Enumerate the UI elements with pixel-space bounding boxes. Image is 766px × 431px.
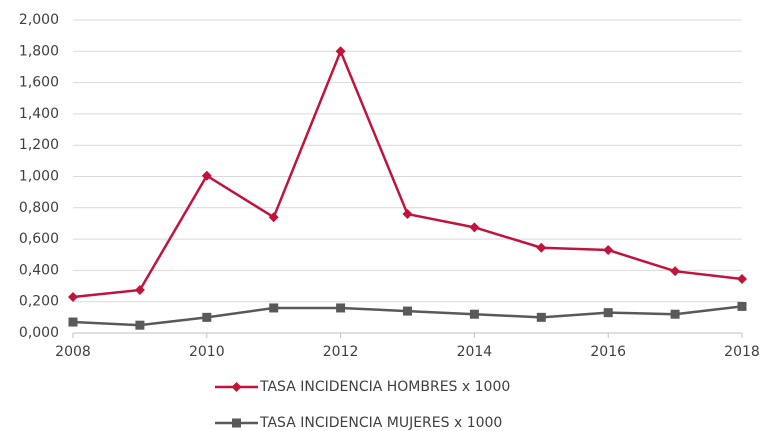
y-tick-label: 0,600: [19, 231, 59, 247]
y-tick-label: 0,400: [19, 262, 59, 278]
marker: [135, 320, 145, 330]
x-tick-label: 2010: [189, 344, 225, 360]
y-tick-label: 1,000: [19, 169, 59, 185]
y-tick-label: 2,000: [19, 12, 59, 28]
y-tick-label: 0,200: [19, 294, 59, 310]
legend-marker: [231, 382, 242, 392]
marker: [670, 309, 680, 319]
marker: [536, 312, 546, 322]
marker: [68, 317, 78, 327]
x-tick-label: 2014: [457, 344, 493, 360]
y-tick-label: 0,800: [19, 200, 59, 216]
y-tick-label: 1,400: [19, 106, 59, 122]
marker: [202, 312, 212, 322]
marker: [68, 292, 78, 303]
marker: [536, 242, 547, 253]
marker: [403, 306, 412, 316]
series-line: [72, 47, 743, 299]
legend-label: TASA INCIDENCIA MUJERES x 1000: [259, 415, 502, 431]
marker: [603, 308, 613, 318]
x-tick-label: 2016: [590, 344, 626, 360]
marker: [336, 303, 346, 313]
y-tick-label: 1,200: [19, 137, 59, 153]
marker: [670, 266, 681, 277]
x-tick-label: 2018: [724, 344, 760, 360]
marker: [469, 309, 479, 319]
x-tick-label: 2008: [55, 344, 91, 360]
marker: [268, 212, 279, 223]
marker: [335, 46, 346, 57]
y-tick-label: 1,600: [19, 75, 59, 91]
y-tick-label: 1,800: [19, 43, 59, 59]
x-tick-label: 2012: [323, 344, 359, 360]
marker: [603, 245, 614, 256]
marker: [737, 274, 747, 285]
legend-marker: [232, 418, 241, 428]
legend-label: TASA INCIDENCIA HOMBRES x 1000: [259, 379, 510, 395]
marker: [134, 284, 145, 295]
marker: [737, 301, 747, 311]
marker: [402, 209, 413, 220]
marker: [269, 303, 279, 313]
y-tick-label: 0,000: [19, 325, 59, 341]
marker: [469, 222, 480, 233]
marker: [201, 170, 212, 181]
